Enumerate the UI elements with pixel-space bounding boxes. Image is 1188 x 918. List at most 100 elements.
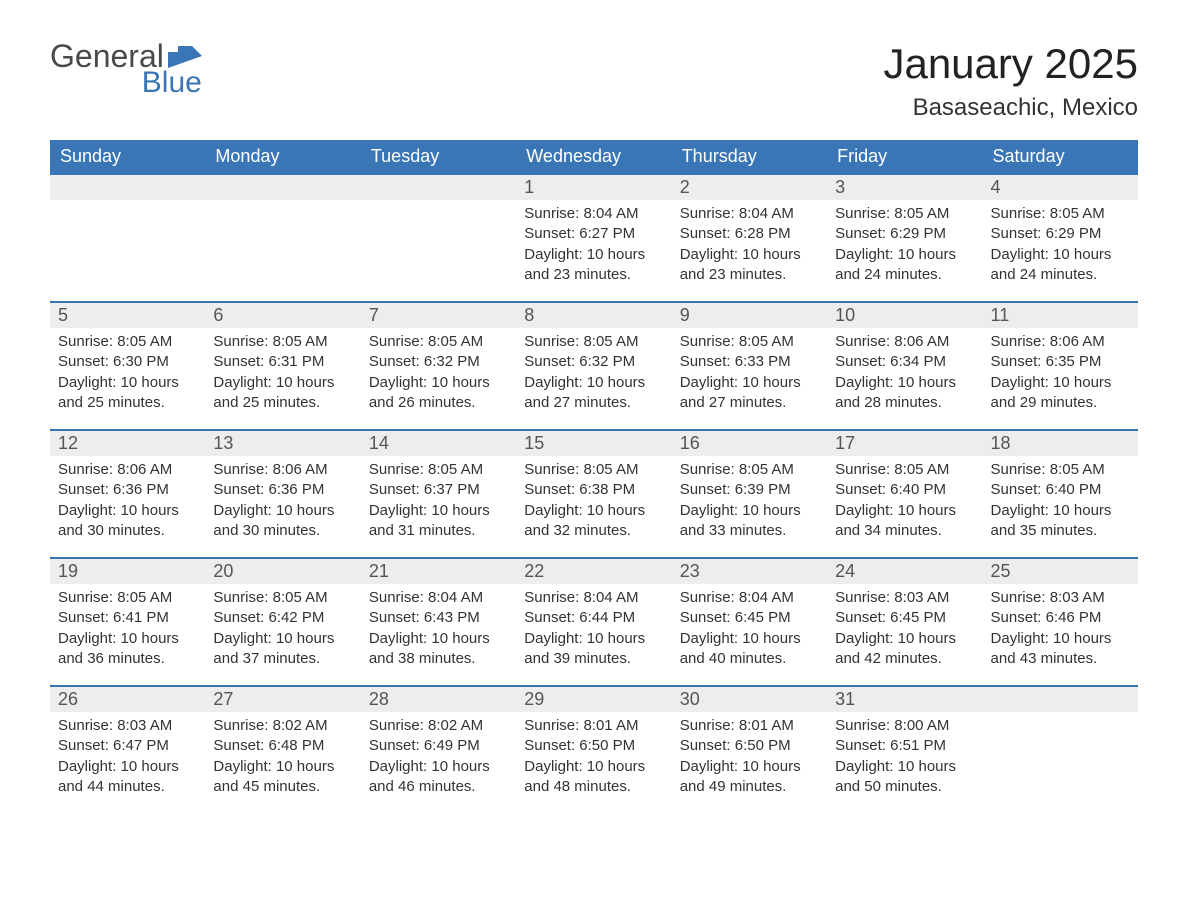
day-details: Sunrise: 8:02 AMSunset: 6:48 PMDaylight:…	[205, 712, 360, 805]
calendar-cell	[361, 174, 516, 302]
weekday-header: Wednesday	[516, 140, 671, 174]
calendar-cell: 16Sunrise: 8:05 AMSunset: 6:39 PMDayligh…	[672, 430, 827, 558]
day-details: Sunrise: 8:05 AMSunset: 6:30 PMDaylight:…	[50, 328, 205, 421]
calendar-cell: 15Sunrise: 8:05 AMSunset: 6:38 PMDayligh…	[516, 430, 671, 558]
calendar-header-row: SundayMondayTuesdayWednesdayThursdayFrid…	[50, 140, 1138, 174]
day-details: Sunrise: 8:05 AMSunset: 6:32 PMDaylight:…	[516, 328, 671, 421]
day-number: 8	[516, 303, 671, 328]
day-details: Sunrise: 8:03 AMSunset: 6:47 PMDaylight:…	[50, 712, 205, 805]
day-number: 7	[361, 303, 516, 328]
calendar-table: SundayMondayTuesdayWednesdayThursdayFrid…	[50, 140, 1138, 814]
day-details: Sunrise: 8:04 AMSunset: 6:43 PMDaylight:…	[361, 584, 516, 677]
weekday-header: Saturday	[983, 140, 1138, 174]
calendar-cell: 11Sunrise: 8:06 AMSunset: 6:35 PMDayligh…	[983, 302, 1138, 430]
weekday-header: Tuesday	[361, 140, 516, 174]
calendar-cell: 9Sunrise: 8:05 AMSunset: 6:33 PMDaylight…	[672, 302, 827, 430]
day-details: Sunrise: 8:03 AMSunset: 6:46 PMDaylight:…	[983, 584, 1138, 677]
calendar-cell: 23Sunrise: 8:04 AMSunset: 6:45 PMDayligh…	[672, 558, 827, 686]
day-number: 21	[361, 559, 516, 584]
day-number: 20	[205, 559, 360, 584]
day-number: 11	[983, 303, 1138, 328]
calendar-cell	[50, 174, 205, 302]
day-details: Sunrise: 8:00 AMSunset: 6:51 PMDaylight:…	[827, 712, 982, 805]
day-details: Sunrise: 8:05 AMSunset: 6:32 PMDaylight:…	[361, 328, 516, 421]
calendar-cell: 1Sunrise: 8:04 AMSunset: 6:27 PMDaylight…	[516, 174, 671, 302]
day-number: 29	[516, 687, 671, 712]
calendar-cell: 21Sunrise: 8:04 AMSunset: 6:43 PMDayligh…	[361, 558, 516, 686]
day-number: 9	[672, 303, 827, 328]
calendar-cell: 14Sunrise: 8:05 AMSunset: 6:37 PMDayligh…	[361, 430, 516, 558]
calendar-cell	[205, 174, 360, 302]
calendar-cell: 3Sunrise: 8:05 AMSunset: 6:29 PMDaylight…	[827, 174, 982, 302]
title-block: January 2025 Basaseachic, Mexico	[883, 40, 1138, 122]
day-details: Sunrise: 8:05 AMSunset: 6:40 PMDaylight:…	[983, 456, 1138, 549]
day-number: 10	[827, 303, 982, 328]
day-details: Sunrise: 8:04 AMSunset: 6:27 PMDaylight:…	[516, 200, 671, 293]
calendar-cell: 4Sunrise: 8:05 AMSunset: 6:29 PMDaylight…	[983, 174, 1138, 302]
day-number: 5	[50, 303, 205, 328]
calendar-cell: 28Sunrise: 8:02 AMSunset: 6:49 PMDayligh…	[361, 686, 516, 814]
day-details: Sunrise: 8:04 AMSunset: 6:28 PMDaylight:…	[672, 200, 827, 293]
day-details: Sunrise: 8:05 AMSunset: 6:40 PMDaylight:…	[827, 456, 982, 549]
day-number: 30	[672, 687, 827, 712]
day-details: Sunrise: 8:04 AMSunset: 6:45 PMDaylight:…	[672, 584, 827, 677]
calendar-cell: 8Sunrise: 8:05 AMSunset: 6:32 PMDaylight…	[516, 302, 671, 430]
day-details: Sunrise: 8:05 AMSunset: 6:39 PMDaylight:…	[672, 456, 827, 549]
calendar-cell: 12Sunrise: 8:06 AMSunset: 6:36 PMDayligh…	[50, 430, 205, 558]
calendar-cell: 22Sunrise: 8:04 AMSunset: 6:44 PMDayligh…	[516, 558, 671, 686]
day-details: Sunrise: 8:05 AMSunset: 6:37 PMDaylight:…	[361, 456, 516, 549]
calendar-cell: 27Sunrise: 8:02 AMSunset: 6:48 PMDayligh…	[205, 686, 360, 814]
day-details: Sunrise: 8:05 AMSunset: 6:29 PMDaylight:…	[983, 200, 1138, 293]
day-number: 1	[516, 175, 671, 200]
day-number: 17	[827, 431, 982, 456]
calendar-cell: 30Sunrise: 8:01 AMSunset: 6:50 PMDayligh…	[672, 686, 827, 814]
day-number: 19	[50, 559, 205, 584]
calendar-cell: 18Sunrise: 8:05 AMSunset: 6:40 PMDayligh…	[983, 430, 1138, 558]
calendar-cell: 17Sunrise: 8:05 AMSunset: 6:40 PMDayligh…	[827, 430, 982, 558]
day-details: Sunrise: 8:06 AMSunset: 6:35 PMDaylight:…	[983, 328, 1138, 421]
day-details: Sunrise: 8:05 AMSunset: 6:38 PMDaylight:…	[516, 456, 671, 549]
calendar-body: 1Sunrise: 8:04 AMSunset: 6:27 PMDaylight…	[50, 174, 1138, 814]
day-details: Sunrise: 8:05 AMSunset: 6:29 PMDaylight:…	[827, 200, 982, 293]
location: Basaseachic, Mexico	[883, 94, 1138, 122]
day-details: Sunrise: 8:01 AMSunset: 6:50 PMDaylight:…	[672, 712, 827, 805]
day-details: Sunrise: 8:05 AMSunset: 6:33 PMDaylight:…	[672, 328, 827, 421]
calendar-cell: 25Sunrise: 8:03 AMSunset: 6:46 PMDayligh…	[983, 558, 1138, 686]
logo: General Blue	[50, 40, 202, 98]
day-details: Sunrise: 8:03 AMSunset: 6:45 PMDaylight:…	[827, 584, 982, 677]
day-number: 18	[983, 431, 1138, 456]
day-number: 22	[516, 559, 671, 584]
calendar-cell: 31Sunrise: 8:00 AMSunset: 6:51 PMDayligh…	[827, 686, 982, 814]
day-number: 12	[50, 431, 205, 456]
calendar-cell: 10Sunrise: 8:06 AMSunset: 6:34 PMDayligh…	[827, 302, 982, 430]
day-details: Sunrise: 8:06 AMSunset: 6:36 PMDaylight:…	[50, 456, 205, 549]
month-title: January 2025	[883, 40, 1138, 88]
day-details: Sunrise: 8:02 AMSunset: 6:49 PMDaylight:…	[361, 712, 516, 805]
calendar-cell: 29Sunrise: 8:01 AMSunset: 6:50 PMDayligh…	[516, 686, 671, 814]
day-number: 27	[205, 687, 360, 712]
calendar-cell: 6Sunrise: 8:05 AMSunset: 6:31 PMDaylight…	[205, 302, 360, 430]
day-details: Sunrise: 8:05 AMSunset: 6:42 PMDaylight:…	[205, 584, 360, 677]
calendar-cell: 20Sunrise: 8:05 AMSunset: 6:42 PMDayligh…	[205, 558, 360, 686]
day-number: 3	[827, 175, 982, 200]
day-number: 16	[672, 431, 827, 456]
calendar-cell: 19Sunrise: 8:05 AMSunset: 6:41 PMDayligh…	[50, 558, 205, 686]
calendar-cell: 5Sunrise: 8:05 AMSunset: 6:30 PMDaylight…	[50, 302, 205, 430]
day-number: 2	[672, 175, 827, 200]
day-details: Sunrise: 8:04 AMSunset: 6:44 PMDaylight:…	[516, 584, 671, 677]
day-number: 13	[205, 431, 360, 456]
day-details: Sunrise: 8:06 AMSunset: 6:34 PMDaylight:…	[827, 328, 982, 421]
day-number: 24	[827, 559, 982, 584]
day-number: 4	[983, 175, 1138, 200]
day-number: 23	[672, 559, 827, 584]
day-details: Sunrise: 8:05 AMSunset: 6:31 PMDaylight:…	[205, 328, 360, 421]
day-number: 31	[827, 687, 982, 712]
day-number: 14	[361, 431, 516, 456]
header: General Blue January 2025 Basaseachic, M…	[50, 40, 1138, 122]
day-details: Sunrise: 8:05 AMSunset: 6:41 PMDaylight:…	[50, 584, 205, 677]
day-details: Sunrise: 8:01 AMSunset: 6:50 PMDaylight:…	[516, 712, 671, 805]
day-number: 15	[516, 431, 671, 456]
calendar-cell: 13Sunrise: 8:06 AMSunset: 6:36 PMDayligh…	[205, 430, 360, 558]
day-number: 26	[50, 687, 205, 712]
day-number: 28	[361, 687, 516, 712]
